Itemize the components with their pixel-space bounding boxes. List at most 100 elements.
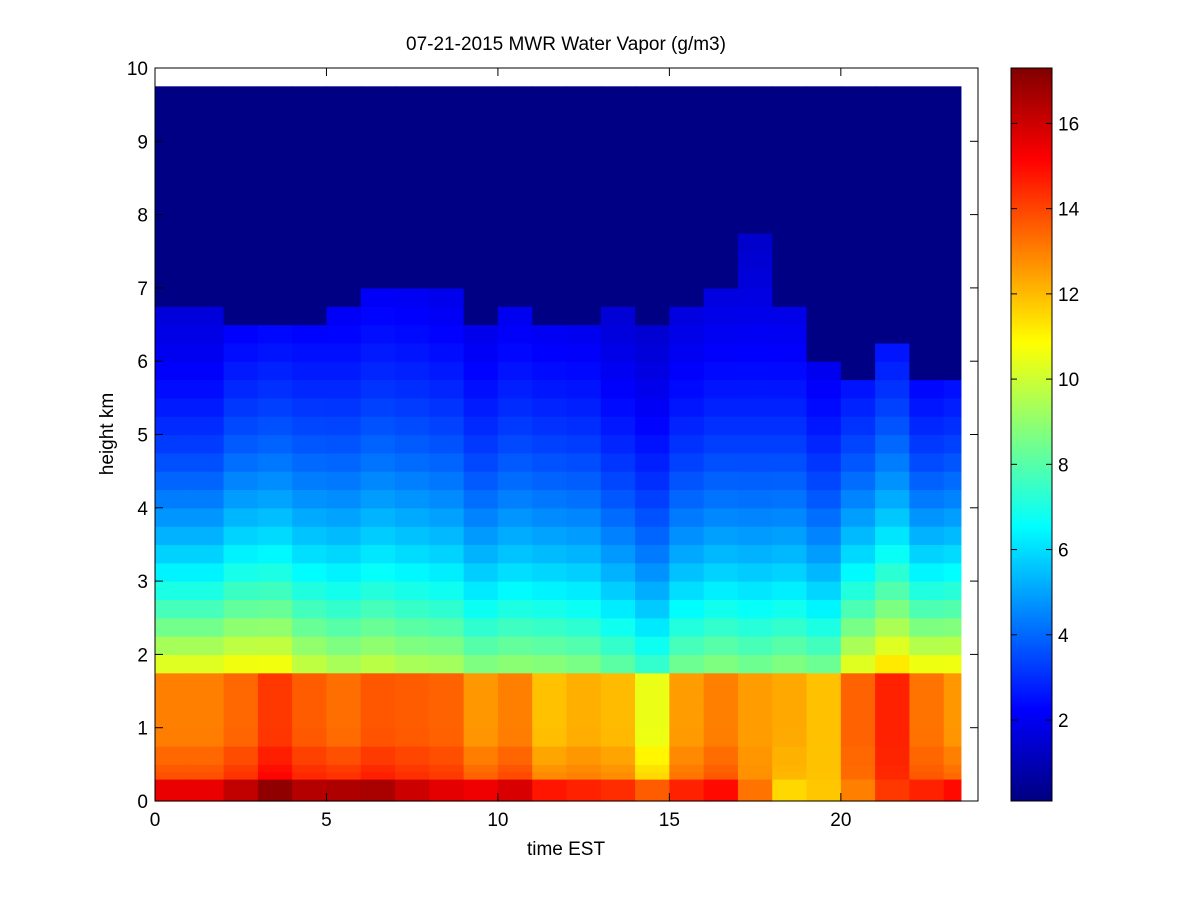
heatmap-cell — [772, 361, 808, 381]
heatmap-cell — [909, 342, 945, 362]
heatmap-cell — [566, 434, 602, 454]
heatmap-cell — [326, 471, 362, 491]
heatmap-cell — [703, 177, 739, 197]
heatmap-cell — [223, 251, 259, 271]
heatmap-cell — [395, 526, 430, 546]
heatmap-cell — [566, 599, 602, 619]
heatmap-cell — [600, 526, 636, 546]
heatmap-cell — [600, 727, 636, 747]
heatmap-cell — [669, 581, 705, 601]
heatmap-cell — [806, 617, 842, 637]
heatmap-cell — [840, 452, 876, 472]
heatmap-cell — [223, 636, 259, 655]
heatmap-cell — [840, 672, 876, 692]
heatmap-cell — [429, 507, 465, 527]
heatmap-cell — [669, 214, 705, 234]
heatmap-cell — [669, 489, 705, 509]
heatmap-cell — [463, 764, 499, 773]
heatmap-cell — [497, 159, 533, 179]
colorbar-ticks: 2 4 6 8 10 12 14 16 — [1011, 114, 1080, 732]
heatmap-cell — [806, 324, 842, 344]
heatmap-cell — [189, 636, 225, 655]
heatmap-cell — [429, 86, 465, 106]
heatmap-cell — [463, 287, 499, 307]
heatmap-cell — [943, 746, 962, 765]
heatmap-cell — [189, 746, 225, 765]
heatmap-cell — [292, 196, 328, 216]
heatmap-cell — [292, 104, 328, 124]
heatmap-cell — [155, 361, 190, 381]
heatmap-cell — [840, 786, 876, 795]
heatmap-cell — [395, 471, 430, 491]
heatmap-cell — [635, 434, 670, 454]
chart-title: 07-21-2015 MWR Water Vapor (g/m3) — [406, 34, 726, 55]
heatmap-cell — [806, 452, 842, 472]
heatmap-cell — [840, 159, 876, 179]
heatmap-cell — [292, 251, 328, 271]
heatmap-cell — [840, 141, 876, 161]
heatmap-cell — [703, 269, 739, 289]
heatmap-cell — [566, 526, 602, 546]
heatmap-cell — [497, 141, 533, 161]
heatmap-cell — [566, 764, 602, 773]
heatmap-cell — [395, 764, 430, 773]
heatmap-cell — [772, 251, 808, 271]
heatmap-cell — [600, 617, 636, 637]
heatmap-cell — [189, 544, 225, 564]
heatmap-cell — [326, 562, 362, 582]
heatmap-cell — [257, 691, 293, 710]
heatmap-cell — [943, 306, 962, 326]
heatmap-cell — [600, 489, 636, 509]
heatmap-cell — [840, 709, 876, 729]
heatmap-cell — [806, 691, 842, 710]
heatmap-cell — [943, 764, 962, 773]
heatmap-cell — [806, 416, 842, 436]
heatmap-cell — [532, 416, 568, 436]
colorbar-tick-label: 6 — [1058, 541, 1069, 562]
heatmap-cell — [737, 214, 773, 234]
heatmap-cell — [566, 771, 602, 780]
heatmap-cell — [875, 269, 911, 289]
heatmap-cell — [772, 104, 808, 124]
heatmap-cell — [943, 361, 962, 381]
heatmap-cell — [840, 251, 876, 271]
heatmap-cell — [395, 159, 430, 179]
heatmap-cell — [600, 287, 636, 307]
heatmap-cell — [600, 507, 636, 527]
heatmap-cell — [326, 746, 362, 765]
heatmap-cell — [257, 786, 293, 795]
heatmap-cell — [189, 793, 225, 802]
heatmap-cell — [189, 471, 225, 491]
heatmap-cell — [463, 214, 499, 234]
heatmap-cell — [909, 159, 945, 179]
heatmap-cell — [326, 196, 362, 216]
heatmap-cell — [292, 342, 328, 362]
heatmap-cell — [532, 727, 568, 747]
heatmap-cell — [155, 562, 190, 582]
heatmap-cell — [429, 251, 465, 271]
heatmap-cell — [875, 562, 911, 582]
heatmap-cell — [223, 562, 259, 582]
heatmap-cell — [497, 562, 533, 582]
heatmap-cell — [943, 471, 962, 491]
heatmap-cell — [840, 489, 876, 509]
heatmap-cell — [360, 764, 396, 773]
heatmap-cell — [463, 599, 499, 619]
heatmap-cell — [566, 416, 602, 436]
heatmap-cell — [429, 617, 465, 637]
heatmap-cell — [669, 232, 705, 252]
heatmap-cell — [360, 771, 396, 780]
heatmap-cell — [703, 599, 739, 619]
heatmap-cell — [806, 86, 842, 106]
heatmap-cell — [326, 452, 362, 472]
heatmap-cell — [532, 122, 568, 142]
heatmap-cell — [806, 581, 842, 601]
heatmap-cell — [566, 617, 602, 637]
heatmap-cell — [635, 526, 670, 546]
heatmap-cell — [360, 779, 396, 787]
heatmap-cell — [326, 691, 362, 710]
heatmap-cell — [360, 141, 396, 161]
heatmap-cell — [292, 544, 328, 564]
y-tick-label: 2 — [137, 645, 148, 666]
heatmap-cell — [429, 434, 465, 454]
